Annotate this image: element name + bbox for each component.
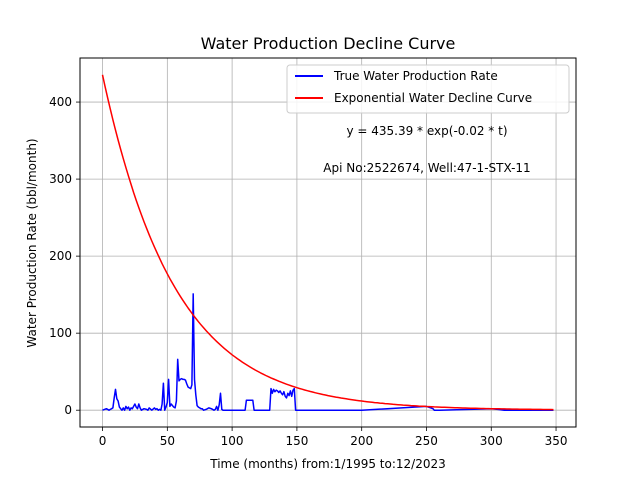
x-tick-label: 300 [480,434,503,448]
y-tick-label: 300 [49,172,72,186]
equation-annotation: y = 435.39 * exp(-0.02 * t) [346,124,507,138]
x-tick-label: 250 [415,434,438,448]
plot-series-layer [101,74,554,411]
chart-title: Water Production Decline Curve [201,34,456,53]
x-ticks: 0 50 100 150 200 250 300 350 [99,427,568,448]
x-axis-label: Time (months) from:1/1995 to:12/2023 [209,457,446,471]
grid-layer [80,58,576,427]
x-tick-label: 350 [545,434,568,448]
legend: True Water Production Rate Exponential W… [286,64,570,114]
y-tick-label: 400 [49,95,72,109]
series-line-exponential-decline-curve [101,74,554,411]
y-tick-label: 200 [49,249,72,263]
x-tick-label: 0 [99,434,107,448]
y-tick-label: 0 [64,403,72,417]
plot-area-frame [79,57,577,428]
y-axis-label: Water Production Rate (bbl/month) [25,138,39,347]
legend-box [286,64,570,114]
legend-label-exponential-curve: Exponential Water Decline Curve [334,91,532,105]
well-info-annotation: Api No:2522674, Well:47-1-STX-11 [323,161,530,175]
x-tick-label: 150 [285,434,308,448]
y-tick-label: 100 [49,326,72,340]
x-tick-label: 200 [350,434,373,448]
x-tick-label: 100 [221,434,244,448]
x-tick-label: 50 [160,434,175,448]
series-line-true-water-production-rate [102,293,554,411]
legend-label-true-rate: True Water Production Rate [333,69,498,83]
y-ticks: 0 100 200 300 400 [49,95,80,417]
